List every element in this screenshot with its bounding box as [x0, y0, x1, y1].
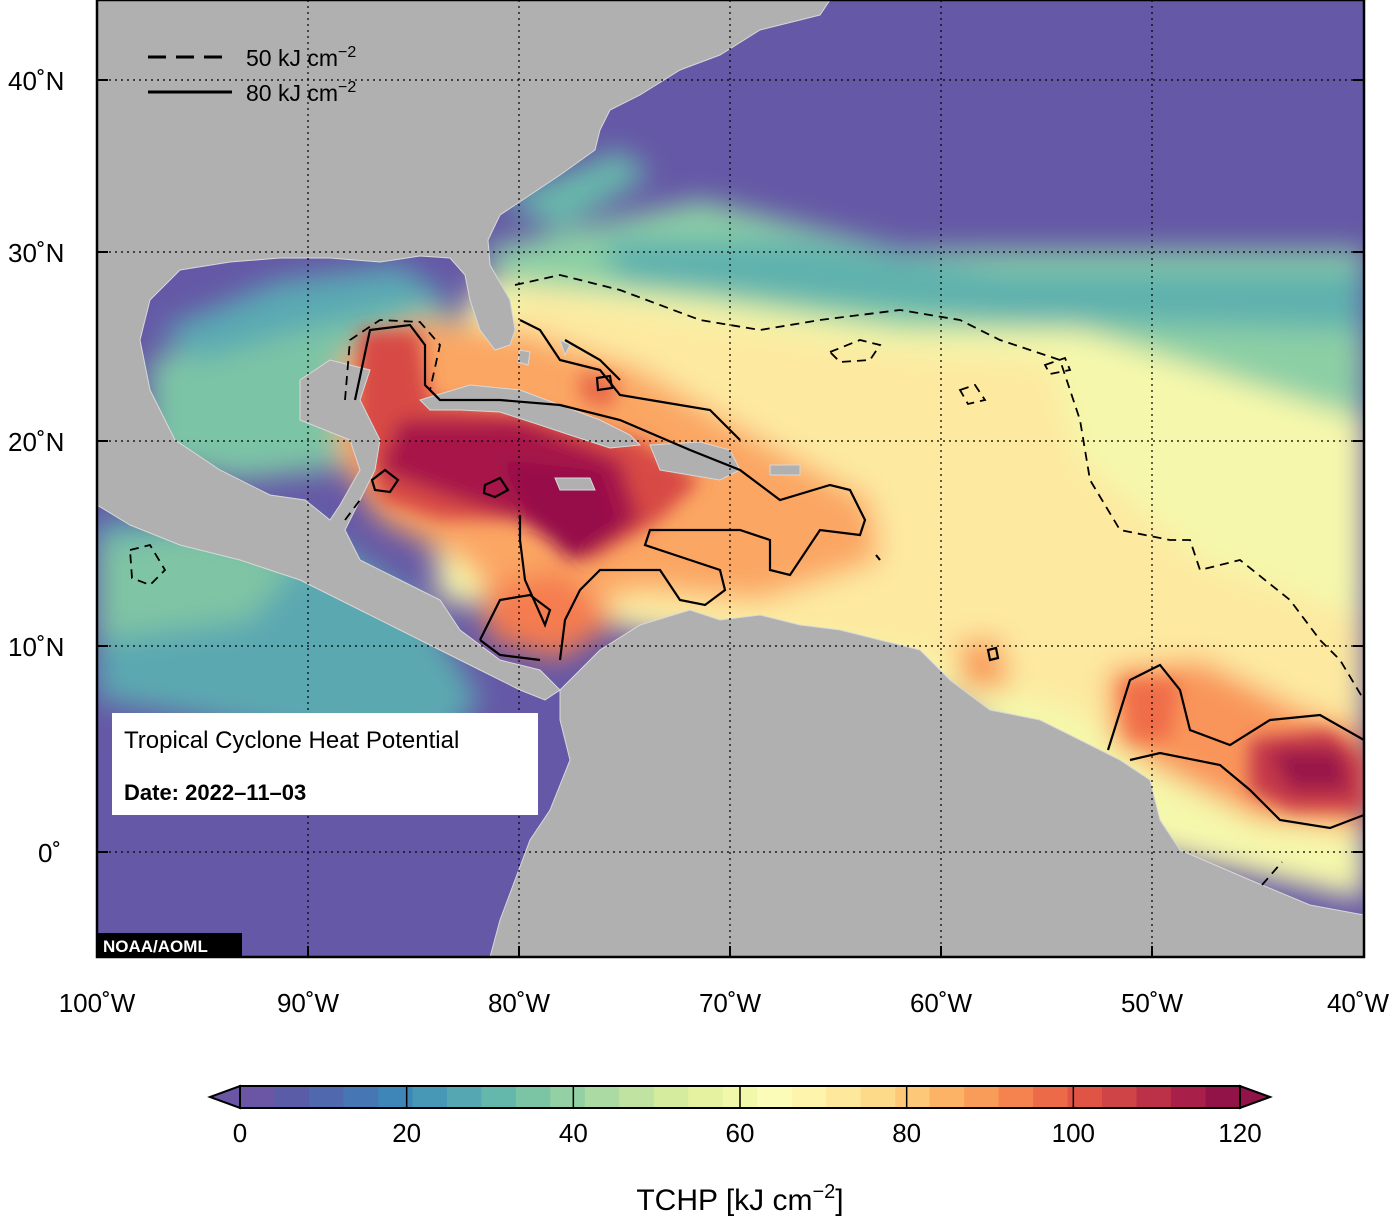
colorbar-swatch — [481, 1086, 517, 1108]
colorbar-swatch — [550, 1086, 586, 1108]
colorbar-swatch — [412, 1086, 448, 1108]
colorbar-max-arrow — [1239, 1084, 1273, 1110]
colorbar-tick-label: 100 — [1052, 1118, 1095, 1148]
longitude-labels: 100˚W 90˚W 80˚W 70˚W 60˚W 50˚W 40˚W — [59, 988, 1390, 1018]
colorbar-tick-label: 40 — [559, 1118, 588, 1148]
colorbar: 0 20 40 60 80 100 120 TCHP [kJ cm−2] — [207, 1084, 1273, 1217]
legend-dashed-label: 50 kJ cm−2 — [246, 44, 356, 71]
colorbar-tick-label: 0 — [233, 1118, 247, 1148]
colorbar-swatch — [826, 1086, 862, 1108]
contour-80 — [353, 319, 1364, 830]
colorbar-swatch — [998, 1086, 1034, 1108]
colorbar-swatch — [1205, 1086, 1241, 1108]
lat-label: 40˚N — [8, 66, 64, 96]
colorbar-swatches — [240, 1086, 1241, 1108]
colorbar-swatch — [619, 1086, 655, 1108]
credit-badge: NOAA/AOML — [97, 933, 242, 957]
colorbar-swatch — [964, 1086, 1000, 1108]
colorbar-swatch — [1136, 1086, 1172, 1108]
colorbar-tick-label: 80 — [892, 1118, 921, 1148]
colorbar-swatch — [791, 1086, 827, 1108]
map-date: Date: 2022–11–03 — [124, 780, 306, 805]
colorbar-swatch — [929, 1086, 965, 1108]
lat-label: 20˚N — [8, 427, 64, 457]
map-title: Tropical Cyclone Heat Potential — [124, 727, 459, 754]
lon-label: 60˚W — [910, 988, 973, 1018]
lat-label: 0˚ — [38, 838, 61, 868]
lat-label: 30˚N — [8, 238, 64, 268]
lon-label: 100˚W — [59, 988, 136, 1018]
graticule — [97, 0, 1364, 957]
heat-field-core — [355, 330, 1364, 810]
colorbar-swatch — [1171, 1086, 1207, 1108]
latitude-labels: 40˚N 30˚N 20˚N 10˚N 0˚ — [8, 66, 64, 868]
colorbar-swatch — [895, 1086, 931, 1108]
lat-label: 10˚N — [8, 632, 64, 662]
title-box: Tropical Cyclone Heat Potential Date: 20… — [112, 713, 538, 815]
credit-text: NOAA/AOML — [103, 937, 208, 956]
lon-label: 80˚W — [488, 988, 551, 1018]
colorbar-tick-label: 20 — [392, 1118, 421, 1148]
colorbar-tick-label: 120 — [1218, 1118, 1261, 1148]
colorbar-swatch — [240, 1086, 276, 1108]
tick-marks — [97, 79, 1364, 957]
map-panel: 50 kJ cm−2 80 kJ cm−2 Tropical Cyclone H… — [97, 0, 1364, 957]
lon-label: 70˚W — [699, 988, 762, 1018]
lon-label: 40˚W — [1327, 988, 1390, 1018]
contour-legend: 50 kJ cm−2 80 kJ cm−2 — [148, 44, 356, 106]
colorbar-tick-label: 60 — [726, 1118, 755, 1148]
lon-label: 90˚W — [277, 988, 340, 1018]
colorbar-swatch — [653, 1086, 689, 1108]
colorbar-swatch — [446, 1086, 482, 1108]
colorbar-title: TCHP [kJ cm−2] — [636, 1181, 843, 1217]
land-masses — [97, 0, 1364, 957]
contour-50 — [129, 274, 1364, 886]
colorbar-swatch — [515, 1086, 551, 1108]
colorbar-ticks: 0 20 40 60 80 100 120 — [233, 1086, 1262, 1148]
legend-solid-label: 80 kJ cm−2 — [246, 79, 356, 106]
colorbar-swatch — [343, 1086, 379, 1108]
colorbar-swatch — [1033, 1086, 1069, 1108]
colorbar-swatch — [274, 1086, 310, 1108]
colorbar-swatch — [1102, 1086, 1138, 1108]
colorbar-swatch — [860, 1086, 896, 1108]
colorbar-swatch — [1067, 1086, 1103, 1108]
colorbar-swatch — [688, 1086, 724, 1108]
colorbar-swatch — [757, 1086, 793, 1108]
colorbar-min-arrow — [207, 1084, 241, 1110]
colorbar-swatch — [377, 1086, 414, 1108]
colorbar-swatch — [584, 1086, 620, 1108]
lon-label: 50˚W — [1121, 988, 1184, 1018]
colorbar-swatch — [308, 1086, 345, 1108]
